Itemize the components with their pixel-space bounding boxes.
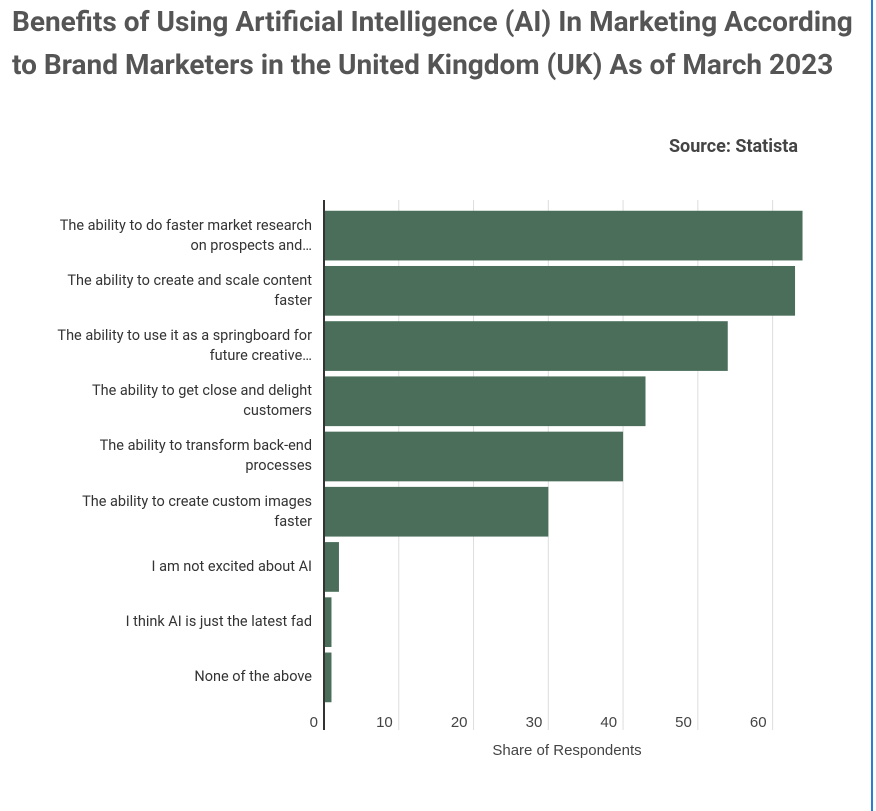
x-tick-label: 20 bbox=[451, 714, 468, 731]
bar bbox=[324, 652, 332, 703]
source: Source: Statista bbox=[668, 136, 798, 157]
x-tick-label: 10 bbox=[376, 714, 393, 731]
x-tick-label: 30 bbox=[526, 714, 543, 731]
y-tick-label: I think AI is just the latest fad bbox=[125, 613, 312, 631]
y-tick-label: The ability to get close and delight cus… bbox=[92, 382, 312, 420]
y-tick-label: The ability to use it as a springboard f… bbox=[57, 327, 312, 365]
x-tick-label: 40 bbox=[600, 714, 617, 731]
bar bbox=[324, 321, 728, 371]
bar bbox=[324, 376, 646, 427]
bar bbox=[324, 210, 803, 261]
y-tick-label: None of the above bbox=[194, 668, 312, 686]
x-tick-label: 60 bbox=[750, 714, 767, 731]
bar bbox=[324, 431, 624, 482]
y-tick-label: The ability to create custom images fast… bbox=[82, 492, 312, 530]
bar bbox=[324, 486, 549, 537]
chart-title: Benefits of Using Artificial Intelligenc… bbox=[12, 5, 853, 81]
y-tick-label: The ability to do faster market research… bbox=[59, 216, 312, 254]
y-tick-label: The ability to transform back-end proces… bbox=[99, 437, 312, 475]
bar bbox=[324, 597, 332, 648]
x-tick-label: 50 bbox=[675, 714, 692, 731]
y-tick-label: I am not excited about AI bbox=[151, 557, 312, 575]
bar bbox=[324, 265, 796, 316]
x-axis-title: Share of Respondents bbox=[492, 742, 641, 759]
y-tick-label: The ability to create and scale content … bbox=[67, 271, 312, 309]
x-tick-label: 0 bbox=[310, 714, 318, 731]
bar bbox=[324, 542, 339, 592]
